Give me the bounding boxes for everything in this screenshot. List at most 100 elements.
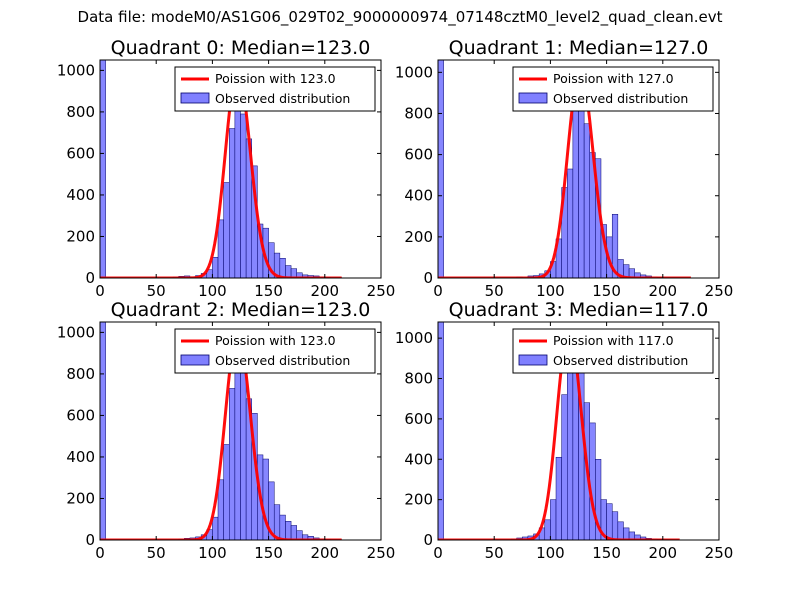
histogram-bar	[100, 60, 106, 278]
y-tick-label: 600	[66, 406, 95, 424]
histogram-bar	[212, 516, 219, 540]
quadrant-1-panel: 0 50 100 150 200 250 0 200 400 600 800 1000 Quadrant…	[395, 37, 734, 300]
histogram-bar	[234, 95, 241, 278]
y-tick-label: 200	[404, 491, 433, 509]
legend-bar-label: Observed distribution	[215, 91, 350, 106]
histogram-bar	[212, 256, 219, 278]
figure-suptitle: Data file: modeM0/AS1G06_029T02_90000009…	[77, 8, 723, 26]
quadrant-3-title: Quadrant 3: Median=117.0	[449, 299, 709, 321]
histogram-bar	[240, 113, 247, 278]
quadrant-3-plot-area	[438, 322, 680, 540]
y-tick-label: 400	[66, 448, 95, 466]
x-tick-label: 200	[648, 282, 677, 300]
x-tick-label: 200	[310, 544, 339, 562]
legend-bar-label: Observed distribution	[553, 353, 688, 368]
legend-bar-label: Observed distribution	[553, 91, 688, 106]
histogram-bar	[279, 258, 286, 278]
x-tick-label: 150	[254, 282, 283, 300]
x-tick-label: 250	[367, 282, 396, 300]
histogram-bar	[561, 394, 568, 540]
x-tick-label: 150	[592, 544, 621, 562]
x-tick-label: 250	[705, 544, 734, 562]
quadrant-0-title: Quadrant 0: Median=123.0	[111, 37, 371, 59]
quadrant-2-plot-area	[100, 322, 342, 540]
quadrant-1-title: Quadrant 1: Median=127.0	[449, 37, 709, 59]
x-tick-label: 100	[536, 282, 565, 300]
histogram-bar	[279, 514, 286, 540]
legend-bar-swatch	[518, 92, 548, 104]
x-tick-label: 200	[648, 544, 677, 562]
histogram-bar	[611, 511, 619, 540]
x-tick-label: 200	[310, 282, 339, 300]
y-tick-label: 1000	[395, 63, 433, 81]
y-tick-label: 1000	[57, 323, 95, 341]
poisson-curve	[100, 68, 342, 278]
y-tick-label: 200	[66, 227, 95, 245]
legend-box	[512, 66, 714, 112]
y-tick-label: 800	[404, 370, 433, 388]
histogram-bar	[223, 444, 230, 540]
legend-bar-label: Observed distribution	[215, 353, 350, 368]
x-tick-label: 150	[592, 282, 621, 300]
poisson-curve	[438, 328, 680, 540]
y-tick-label: 800	[404, 104, 433, 122]
x-tick-label: 50	[147, 544, 166, 562]
legend: Poission with 117.0 Observed distribution	[512, 328, 714, 374]
y-tick-label: 600	[404, 410, 433, 428]
histogram-bar	[438, 60, 444, 278]
histogram-bar	[273, 504, 281, 540]
poisson-curve	[100, 330, 342, 540]
histogram-bar	[217, 219, 224, 278]
histogram-bar	[583, 123, 590, 278]
legend-line-label: Poission with 127.0	[553, 71, 674, 86]
histogram-bar	[617, 521, 624, 540]
y-tick-label: 400	[404, 450, 433, 468]
histogram-bar	[229, 388, 236, 540]
x-tick-label: 100	[536, 544, 565, 562]
quadrant-3-axes-frame	[437, 321, 720, 541]
legend: Poission with 123.0 Observed distribution	[174, 328, 376, 374]
histogram-bar	[606, 503, 613, 540]
y-tick-label: 600	[404, 146, 433, 164]
legend-line-label: Poission with 123.0	[215, 333, 336, 348]
x-tick-label: 50	[485, 544, 504, 562]
histogram-bar	[555, 456, 562, 540]
legend-bar-swatch	[180, 354, 210, 366]
x-tick-label: 150	[254, 544, 283, 562]
quadrant-1-axes-frame	[437, 59, 720, 279]
histogram-bar	[290, 525, 297, 540]
histogram-bar	[223, 182, 230, 278]
y-tick-label: 0	[85, 269, 95, 287]
x-tick-label: 250	[705, 282, 734, 300]
histogram-bar	[285, 265, 292, 278]
histogram-bar	[623, 527, 630, 540]
x-tick-label: 100	[198, 544, 227, 562]
y-tick-label: 400	[66, 186, 95, 204]
histogram-bar	[217, 479, 224, 540]
legend-box	[174, 66, 376, 112]
legend-bar-swatch	[518, 354, 548, 366]
x-tick-label: 0	[95, 282, 105, 300]
histogram-bar	[567, 354, 574, 540]
y-tick-label: 1000	[57, 61, 95, 79]
legend-line-label: Poission with 117.0	[553, 333, 674, 348]
quadrant-0-panel: 0 50 100 150 200 250 0 200 400 600 800 1000 Quadrant…	[57, 37, 396, 300]
y-tick-label: 400	[404, 187, 433, 205]
histogram-bar	[567, 168, 574, 278]
quadrant-3-panel: 0 50 100 150 200 250 0 200 400 600 800 1000 Quadrant…	[395, 299, 734, 562]
histogram-bar	[544, 519, 551, 540]
quadrant-2-title: Quadrant 2: Median=123.0	[111, 299, 371, 321]
histogram-bar	[438, 322, 444, 540]
legend-line-label: Poission with 123.0	[215, 71, 336, 86]
x-tick-label: 50	[485, 282, 504, 300]
y-tick-label: 200	[404, 228, 433, 246]
x-tick-label: 50	[147, 282, 166, 300]
quadrant-0-axes-frame	[99, 59, 382, 279]
quadrant-0-plot-area	[100, 60, 342, 278]
x-tick-label: 0	[433, 544, 443, 562]
x-tick-label: 100	[198, 282, 227, 300]
legend: Poission with 123.0 Observed distribution	[174, 66, 376, 112]
histogram-bar	[229, 128, 236, 278]
y-tick-label: 800	[66, 365, 95, 383]
